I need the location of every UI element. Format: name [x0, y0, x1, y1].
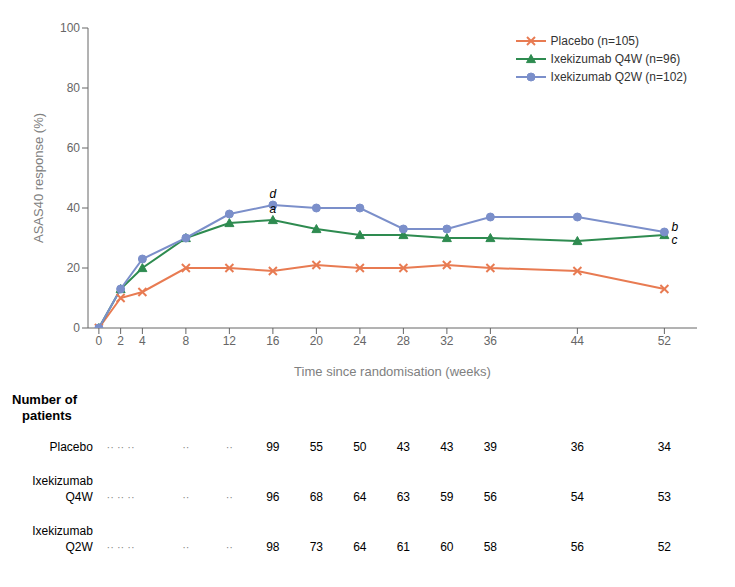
svg-text:52: 52 — [658, 540, 672, 554]
svg-text:98: 98 — [266, 540, 280, 554]
svg-text:34: 34 — [658, 440, 672, 454]
svg-text:16: 16 — [266, 334, 280, 348]
svg-text:0: 0 — [96, 334, 103, 348]
html-text:Ixekizumab Q4W (n=96): Ixekizumab Q4W (n=96) — [550, 52, 681, 66]
svg-text:43: 43 — [397, 440, 411, 454]
svg-text:39: 39 — [484, 440, 498, 454]
svg-text:8: 8 — [183, 334, 190, 348]
svg-text:a: a — [270, 202, 277, 216]
svg-text:56: 56 — [484, 490, 498, 504]
svg-text:·· ·· ··: ·· ·· ·· — [107, 541, 135, 553]
svg-text:b: b — [671, 220, 678, 234]
svg-text:patients: patients — [22, 408, 72, 423]
svg-text:20: 20 — [310, 334, 324, 348]
svg-text:··: ·· — [226, 491, 233, 503]
svg-text:59: 59 — [440, 490, 454, 504]
svg-text:ASAS40 response (%): ASAS40 response (%) — [31, 113, 46, 243]
svg-text:40: 40 — [67, 201, 81, 215]
svg-text:··: ·· — [226, 441, 233, 453]
html-text:Placebo (n=105): Placebo (n=105) — [550, 34, 639, 48]
svg-text:80: 80 — [67, 81, 81, 95]
svg-text:68: 68 — [310, 490, 324, 504]
svg-text:4: 4 — [139, 334, 146, 348]
svg-text:24: 24 — [353, 334, 367, 348]
svg-text:c: c — [671, 233, 677, 247]
svg-text:50: 50 — [353, 440, 367, 454]
svg-text:Number of: Number of — [12, 392, 78, 407]
svg-text:2: 2 — [117, 334, 124, 348]
svg-text:12: 12 — [223, 334, 237, 348]
svg-text:64: 64 — [353, 540, 367, 554]
svg-text:··: ·· — [182, 541, 189, 553]
svg-text:44: 44 — [571, 334, 585, 348]
svg-text:58: 58 — [484, 540, 498, 554]
svg-text:60: 60 — [440, 540, 454, 554]
svg-text:60: 60 — [67, 141, 81, 155]
svg-text:63: 63 — [397, 490, 411, 504]
svg-text:73: 73 — [310, 540, 324, 554]
svg-text:28: 28 — [397, 334, 411, 348]
svg-text:96: 96 — [266, 490, 280, 504]
svg-text:··: ·· — [226, 541, 233, 553]
svg-text:d: d — [270, 187, 277, 201]
svg-text:36: 36 — [571, 440, 585, 454]
svg-text:54: 54 — [571, 490, 585, 504]
svg-text:20: 20 — [67, 261, 81, 275]
svg-text:·· ·· ··: ·· ·· ·· — [107, 491, 135, 503]
svg-text:Q4W: Q4W — [66, 490, 94, 504]
svg-text:61: 61 — [397, 540, 411, 554]
svg-text:36: 36 — [484, 334, 498, 348]
svg-text:··: ·· — [182, 491, 189, 503]
svg-text:Time since randomisation (week: Time since randomisation (weeks) — [294, 364, 491, 379]
svg-text:Placebo: Placebo — [50, 440, 94, 454]
svg-text:52: 52 — [658, 334, 672, 348]
svg-text:56: 56 — [571, 540, 585, 554]
svg-text:Ixekizumab: Ixekizumab — [32, 474, 93, 488]
svg-text:99: 99 — [266, 440, 280, 454]
svg-text:100: 100 — [60, 21, 80, 35]
svg-text:43: 43 — [440, 440, 454, 454]
svg-text:32: 32 — [440, 334, 454, 348]
svg-text:·· ·· ··: ·· ·· ·· — [107, 441, 135, 453]
svg-text:0: 0 — [73, 321, 80, 335]
svg-text:53: 53 — [658, 490, 672, 504]
svg-text:64: 64 — [353, 490, 367, 504]
svg-text:55: 55 — [310, 440, 324, 454]
svg-text:Ixekizumab: Ixekizumab — [32, 524, 93, 538]
html-text:Ixekizumab Q2W (n=102): Ixekizumab Q2W (n=102) — [550, 70, 687, 84]
svg-text:Q2W: Q2W — [66, 540, 94, 554]
svg-text:··: ·· — [182, 441, 189, 453]
